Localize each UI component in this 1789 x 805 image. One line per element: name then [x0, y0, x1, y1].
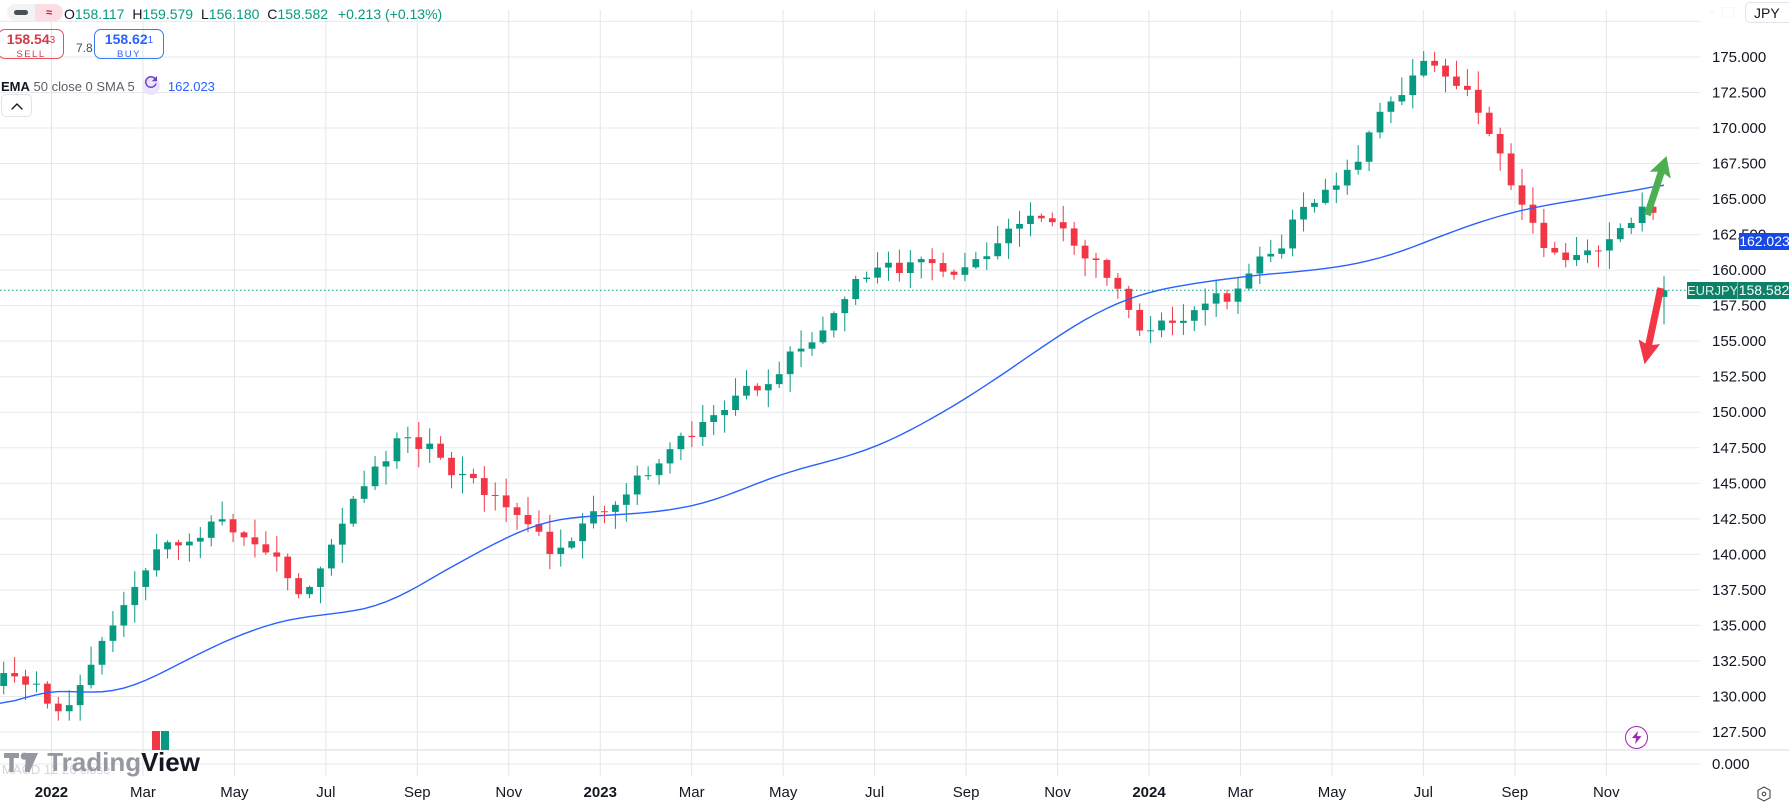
svg-text:140.000: 140.000: [1712, 546, 1766, 563]
svg-text:May: May: [220, 784, 249, 801]
svg-text:Jul: Jul: [1414, 784, 1433, 801]
svg-text:May: May: [1318, 784, 1347, 801]
svg-text:Sep: Sep: [404, 784, 431, 801]
svg-text:Mar: Mar: [130, 784, 156, 801]
svg-text:165.000: 165.000: [1712, 191, 1766, 208]
svg-text:152.500: 152.500: [1712, 369, 1766, 386]
svg-text:175.000: 175.000: [1712, 49, 1766, 66]
svg-text:Mar: Mar: [679, 784, 705, 801]
svg-text:Nov: Nov: [1593, 784, 1620, 801]
svg-text:Sep: Sep: [953, 784, 980, 801]
svg-text:160.000: 160.000: [1712, 262, 1766, 279]
svg-text:Nov: Nov: [1044, 784, 1071, 801]
svg-text:172.500: 172.500: [1712, 84, 1766, 101]
svg-text:127.500: 127.500: [1712, 724, 1766, 741]
svg-text:2024: 2024: [1132, 784, 1166, 801]
svg-text:157.500: 157.500: [1712, 298, 1766, 315]
svg-text:155.000: 155.000: [1712, 333, 1766, 350]
svg-text:2023: 2023: [584, 784, 617, 801]
svg-text:132.500: 132.500: [1712, 653, 1766, 670]
svg-text:170.000: 170.000: [1712, 120, 1766, 137]
svg-text:Mar: Mar: [1228, 784, 1254, 801]
svg-text:0.000: 0.000: [1712, 756, 1750, 773]
svg-text:137.500: 137.500: [1712, 582, 1766, 599]
svg-text:Nov: Nov: [495, 784, 522, 801]
svg-text:167.500: 167.500: [1712, 156, 1766, 173]
svg-text:147.500: 147.500: [1712, 440, 1766, 457]
svg-text:May: May: [769, 784, 798, 801]
svg-text:Jul: Jul: [316, 784, 335, 801]
svg-text:Jul: Jul: [865, 784, 884, 801]
svg-text:145.000: 145.000: [1712, 475, 1766, 492]
svg-text:150.000: 150.000: [1712, 404, 1766, 421]
svg-text:2022: 2022: [35, 784, 68, 801]
svg-text:142.500: 142.500: [1712, 511, 1766, 528]
svg-text:135.000: 135.000: [1712, 617, 1766, 634]
svg-text:130.000: 130.000: [1712, 688, 1766, 705]
svg-text:Sep: Sep: [1502, 784, 1529, 801]
